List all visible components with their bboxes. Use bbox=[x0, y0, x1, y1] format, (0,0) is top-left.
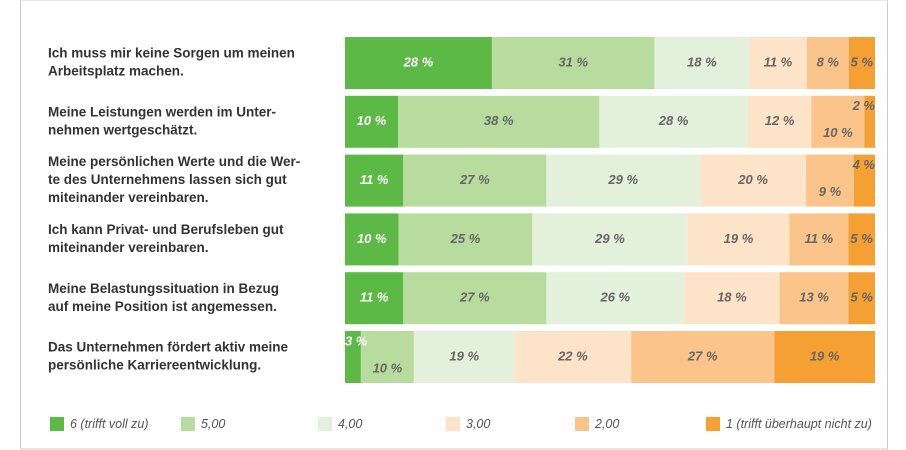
value-label: 2 % bbox=[852, 98, 876, 113]
category-label: Meine Belastungssituation in Bezug bbox=[48, 281, 279, 296]
bar-segment bbox=[853, 154, 875, 207]
value-label: 5 % bbox=[850, 231, 873, 246]
bar-segment bbox=[779, 272, 849, 325]
legend-swatch bbox=[318, 417, 332, 431]
bar-segment bbox=[749, 37, 807, 89]
value-label: 10 % bbox=[357, 231, 387, 246]
legend-label: 2,00 bbox=[594, 417, 619, 431]
bar-segment bbox=[599, 95, 748, 148]
category-label: Arbeitsplatz machen. bbox=[48, 64, 184, 79]
legend-swatch bbox=[50, 417, 64, 431]
value-label: 3 % bbox=[345, 333, 368, 348]
legend-label: 3,00 bbox=[466, 417, 490, 431]
value-label: 28 % bbox=[403, 54, 434, 69]
bar-segment bbox=[848, 272, 875, 325]
value-label: 11 % bbox=[804, 231, 833, 246]
bar-segment bbox=[360, 331, 414, 383]
category-label: Ich muss mir keine Sorgen um meinen bbox=[48, 46, 295, 61]
category-label: persönliche Karriereentwicklung. bbox=[48, 358, 261, 373]
legend-swatch bbox=[706, 417, 720, 431]
value-label: 25 % bbox=[450, 231, 481, 246]
value-label: 27 % bbox=[459, 172, 490, 187]
bar-segment bbox=[345, 95, 398, 148]
category-label: auf meine Position ist angemessen. bbox=[48, 299, 277, 314]
legend-label: 1 (trifft überhaupt nicht zu) bbox=[726, 417, 872, 431]
value-label: 10 % bbox=[373, 360, 403, 375]
value-label: 31 % bbox=[558, 54, 588, 69]
bar-segment bbox=[546, 272, 685, 325]
legend-label: 6 (trifft voll zu) bbox=[70, 417, 149, 431]
bar-segment bbox=[514, 331, 632, 383]
value-label: 11 % bbox=[360, 290, 389, 305]
value-label: 38 % bbox=[484, 113, 514, 128]
value-label: 29 % bbox=[607, 172, 638, 187]
bar-segment bbox=[398, 95, 600, 148]
bar-segment bbox=[848, 213, 875, 266]
frame bbox=[20, 0, 888, 450]
value-label: 27 % bbox=[459, 290, 490, 305]
bar-segment bbox=[700, 154, 807, 207]
value-label: 22 % bbox=[557, 348, 588, 363]
value-label: 9 % bbox=[819, 184, 842, 199]
bar-segment bbox=[747, 95, 812, 148]
value-label: 19 % bbox=[810, 348, 840, 363]
category-label: nehmen wertgeschätzt. bbox=[48, 122, 197, 137]
value-label: 20 % bbox=[737, 172, 768, 187]
category-label: Meine Leistungen werden im Unter- bbox=[48, 104, 276, 119]
value-label: 29 % bbox=[594, 231, 625, 246]
value-label: 27 % bbox=[687, 348, 718, 363]
legend-label: 5,00 bbox=[201, 417, 225, 431]
value-label: 18 % bbox=[717, 290, 747, 305]
value-label: 11 % bbox=[360, 172, 389, 187]
legend-swatch bbox=[575, 417, 589, 431]
bar-segment bbox=[491, 37, 655, 89]
value-label: 28 % bbox=[658, 113, 689, 128]
bar-segment bbox=[345, 272, 404, 325]
bar-segment bbox=[345, 154, 404, 207]
bar-segment bbox=[398, 213, 533, 266]
bar-segment bbox=[631, 331, 775, 383]
bar-segment bbox=[532, 213, 688, 266]
bar-segment bbox=[811, 95, 865, 148]
legend-swatch bbox=[181, 417, 195, 431]
value-label: 10 % bbox=[823, 125, 853, 140]
category-label: te des Unternehmens lassen sich gut bbox=[48, 172, 287, 187]
value-label: 18 % bbox=[687, 54, 717, 69]
value-label: 19 % bbox=[724, 231, 754, 246]
bar-segment bbox=[687, 213, 790, 266]
value-label: 4 % bbox=[852, 157, 876, 172]
value-label: 8 % bbox=[817, 54, 840, 69]
bar-segment bbox=[654, 37, 750, 89]
legend-swatch bbox=[446, 417, 460, 431]
bar-segment bbox=[684, 272, 780, 325]
category-label: miteinander vereinbaren. bbox=[48, 240, 209, 255]
bar-segment bbox=[806, 37, 849, 89]
value-label: 11 % bbox=[764, 54, 793, 69]
value-label: 10 % bbox=[357, 113, 387, 128]
category-label: Meine persönlichen Werte und die Wer- bbox=[48, 154, 300, 169]
legend-label: 4,00 bbox=[338, 417, 362, 431]
value-label: 13 % bbox=[799, 290, 829, 305]
value-label: 26 % bbox=[599, 290, 630, 305]
category-label: Ich kann Privat- und Berufsleben gut bbox=[48, 222, 284, 237]
bar-segment bbox=[789, 213, 849, 266]
category-label: miteinander vereinbaren. bbox=[48, 190, 209, 205]
bar-segment bbox=[774, 331, 875, 383]
value-label: 12 % bbox=[765, 113, 795, 128]
bar-segment bbox=[345, 331, 361, 383]
bar-segment bbox=[345, 213, 399, 266]
value-label: 5 % bbox=[851, 290, 874, 305]
category-label: Das Unternehmen fördert aktiv meine bbox=[48, 340, 289, 355]
bar-segment bbox=[546, 154, 701, 207]
bar-segment bbox=[403, 272, 547, 325]
value-label: 5 % bbox=[851, 54, 874, 69]
bar-segment bbox=[345, 37, 492, 89]
bar-segment bbox=[806, 154, 854, 207]
bar-segment bbox=[864, 95, 875, 148]
bar-segment bbox=[403, 154, 547, 207]
value-label: 19 % bbox=[449, 348, 479, 363]
bar-segment bbox=[413, 331, 515, 383]
bar-segment bbox=[848, 37, 875, 89]
